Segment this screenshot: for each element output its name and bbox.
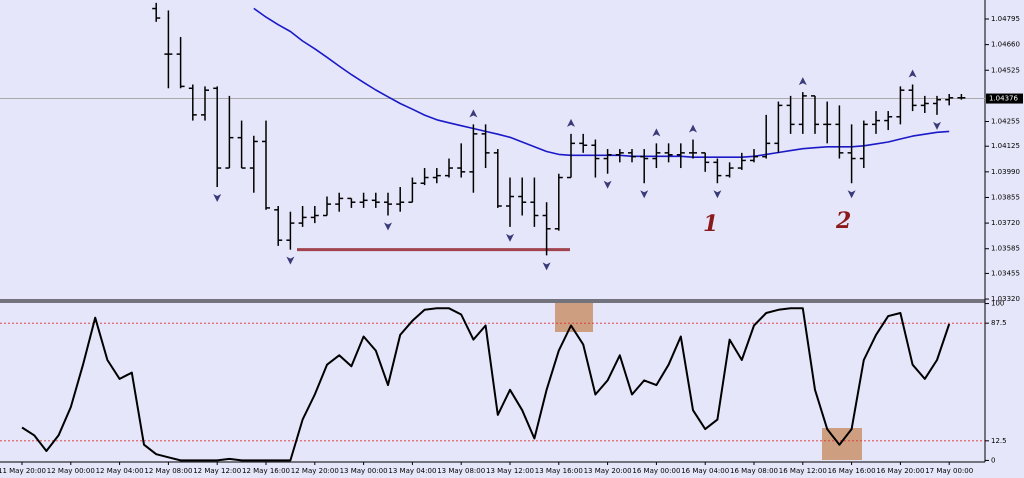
x-tick-label: 16 May 20:00 [876,467,924,475]
fractal-up [469,109,478,118]
y-tick-label: 1.03990 [991,168,1020,176]
annotation: 2 [835,208,851,234]
x-tick-label: 13 May 16:00 [535,467,583,475]
fractal-down [286,256,295,265]
current-price-box [986,93,1023,104]
y-tick-label: 1.04660 [991,41,1020,49]
fractal-down [542,262,551,271]
fractal-up [567,118,575,127]
moving-average-line [253,7,950,158]
highlight-box [822,428,862,460]
highlight-box [555,303,593,332]
y-tick-label: 1.04255 [991,118,1020,126]
x-tick-label: 12 May 20:00 [291,467,339,475]
fractal-down [713,190,722,199]
fractal-down [506,233,514,242]
fractal-down [933,121,941,130]
x-tick-label: 11 May 20:00 [0,467,46,475]
y-tick-label: 1.04795 [991,15,1020,23]
x-tick-label: 13 May 00:00 [340,467,388,475]
y-tick-label: 1.03455 [991,269,1020,277]
y-tick-label: 87.5 [991,319,1007,327]
y-tick-label: 1.03585 [991,245,1020,253]
y-tick-label: 0 [991,456,995,464]
x-tick-label: 12 May 08:00 [144,467,192,475]
x-tick-label: 17 May 00:00 [925,467,973,475]
y-tick-label: 1.04525 [991,66,1020,74]
x-tick-label: 13 May 08:00 [437,467,485,475]
fractal-down [640,190,649,199]
current-price-label: 1.04376 [989,95,1018,103]
y-tick-label: 1.03320 [991,295,1020,303]
x-tick-label: 13 May 20:00 [584,467,632,475]
indicator-line [21,307,951,462]
fractal-up [652,128,661,137]
y-tick-label: 100 [991,300,1004,308]
x-tick-label: 16 May 08:00 [730,467,778,475]
y-tick-label: 1.03720 [991,219,1020,227]
x-tick-label: 13 May 12:00 [486,467,534,475]
x-tick-label: 16 May 00:00 [632,467,680,475]
x-tick-label: 12 May 04:00 [96,467,144,475]
x-tick-label: 13 May 04:00 [388,467,436,475]
fractal-down [603,180,612,189]
y-tick-label: 1.04125 [991,142,1020,150]
x-tick-label: 16 May 12:00 [779,467,827,475]
fractal-down [384,222,392,231]
x-tick-label: 16 May 16:00 [828,467,876,475]
annotation: 1 [703,211,718,237]
x-tick-label: 16 May 04:00 [681,467,729,475]
fractal-down [213,194,222,203]
x-tick-label: 12 May 00:00 [47,467,95,475]
x-tick-label: 12 May 16:00 [242,467,290,475]
y-tick-label: 1.03855 [991,193,1020,201]
fractal-up [689,124,697,133]
fractal-up [798,77,807,86]
x-tick-label: 12 May 12:00 [193,467,241,475]
y-tick-label: 12.5 [991,437,1007,445]
fractal-up [908,69,917,78]
fractal-down [847,190,856,199]
